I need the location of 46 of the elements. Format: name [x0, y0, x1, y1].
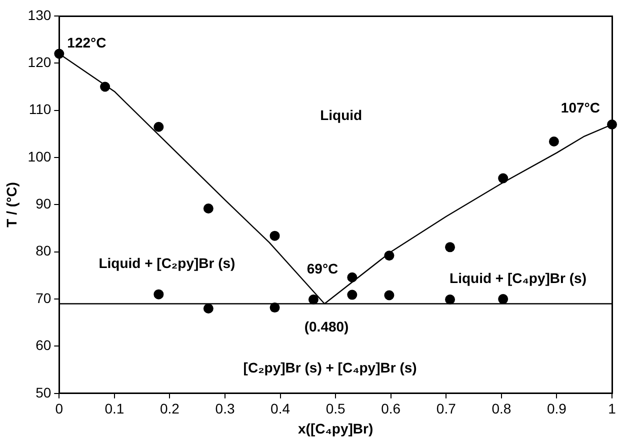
annotation: 69°C [306, 260, 338, 277]
point [347, 290, 358, 300]
annotation: (0.480) [304, 318, 349, 335]
annotation: 122°C [67, 34, 106, 51]
y-tick-label: 110 [28, 101, 52, 118]
point [498, 173, 508, 184]
y-tick-label: 90 [36, 196, 52, 212]
x-tick-label: 0.5 [326, 400, 346, 417]
point [100, 82, 110, 92]
x-tick-label: 0.8 [492, 400, 512, 417]
x-tick-label: 0.3 [215, 400, 235, 417]
point [607, 120, 617, 130]
point [203, 303, 214, 314]
point [498, 294, 508, 304]
y-tick-label: 130 [28, 6, 52, 23]
point [384, 250, 394, 261]
point [548, 136, 559, 146]
x-tick-label: 0.1 [104, 400, 124, 417]
y-tick-label: 100 [28, 148, 52, 164]
point [154, 122, 164, 132]
y-tick-label: 80 [36, 242, 52, 259]
y-tick-label: 50 [36, 384, 52, 400]
x-tick-label: 0.2 [160, 400, 180, 417]
x-tick-label: 1 [608, 400, 616, 417]
x-tick-label: 0.9 [546, 400, 567, 417]
y-tick-label: 120 [28, 54, 52, 70]
point [154, 289, 164, 300]
annotation: 107°C [560, 99, 600, 116]
point [203, 203, 214, 214]
point [270, 230, 280, 241]
x-tick-label: 0 [55, 400, 64, 417]
point [384, 290, 394, 300]
y-tick-label: 70 [36, 290, 52, 306]
x-tick-label: 0.6 [381, 400, 401, 417]
annotation: [C₂py]Br (s) + [C₄py]Br (s) [243, 359, 417, 376]
annotation: Liquid [320, 106, 362, 123]
annotation: Liquid + [C₂py]Br (s) [98, 255, 236, 271]
point [347, 272, 358, 282]
y-axis-title: T / (°C) [3, 182, 20, 228]
y-tick-label: 60 [36, 337, 52, 354]
annotation: Liquid + [C₄py]Br (s) [450, 270, 586, 286]
point [54, 48, 64, 59]
x-axis-title: x([C₄py]Br) [298, 420, 374, 436]
x-tick-label: 0.7 [436, 400, 456, 417]
point [445, 242, 456, 252]
x-tick-label: 0.4 [270, 400, 290, 417]
